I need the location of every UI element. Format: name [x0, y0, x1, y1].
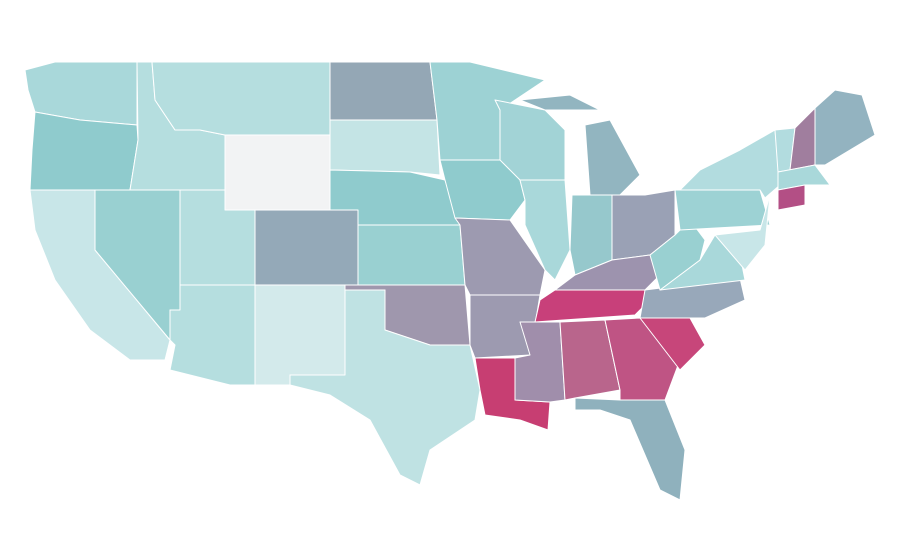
state-region [254, 284, 346, 386]
state-region [777, 184, 806, 211]
state-region [789, 107, 816, 171]
state-region [357, 224, 466, 286]
state-region [289, 289, 481, 486]
state-region [674, 189, 771, 231]
state-region [329, 119, 441, 176]
state-region [169, 284, 256, 386]
state-region [679, 129, 781, 199]
state-region [814, 89, 876, 166]
state-region [649, 219, 706, 291]
state-region [574, 397, 686, 501]
state-region [29, 111, 139, 191]
state-region [224, 134, 331, 211]
state-region [519, 179, 571, 281]
state-region [329, 61, 438, 121]
state-region [714, 194, 771, 271]
state-region [777, 164, 831, 191]
state-region [519, 94, 601, 111]
state-region [151, 61, 331, 136]
state-region [559, 319, 621, 401]
state-region [469, 294, 541, 359]
state-region [254, 209, 359, 286]
state-region [584, 119, 641, 196]
